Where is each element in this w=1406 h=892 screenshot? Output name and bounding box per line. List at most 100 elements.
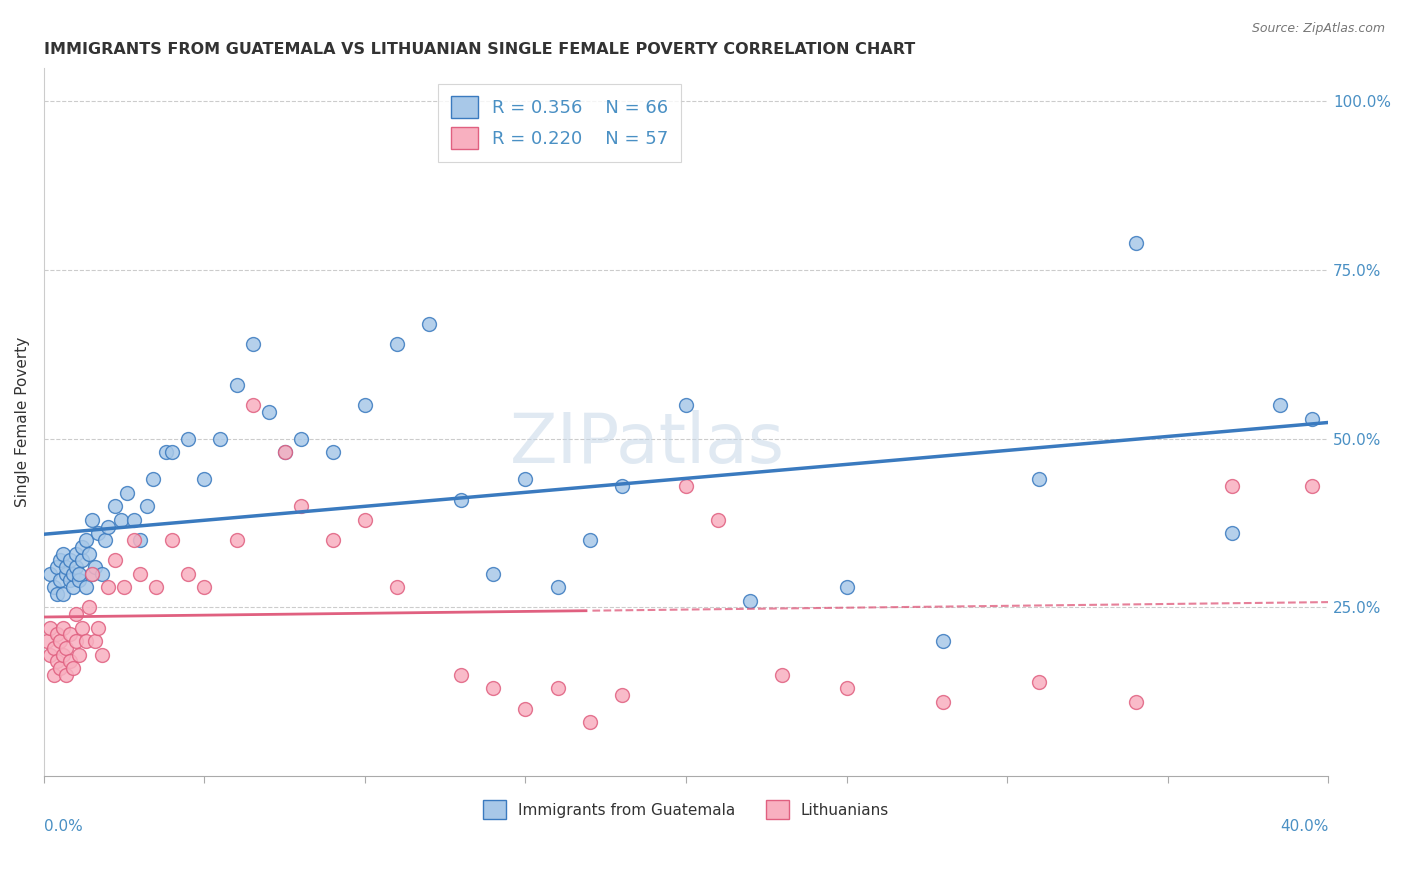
Point [45,655,67,669]
Point [65,634,87,648]
Point [62,661,84,675]
Point [482,566,505,581]
Point [835,580,858,594]
Point [1028,674,1050,689]
Point [273,445,295,459]
Point [122,513,145,527]
Point [49,574,72,588]
Y-axis label: Single Female Poverty: Single Female Poverty [15,337,30,507]
Point [193,472,215,486]
Point [675,479,697,493]
Point [1028,472,1050,486]
Point [177,432,200,446]
Point [45,627,67,641]
Point [80,566,103,581]
Point [45,587,67,601]
Point [129,566,152,581]
Point [1301,479,1323,493]
Point [578,715,600,730]
Point [112,580,135,594]
Point [65,607,87,622]
Point [225,377,247,392]
Point [675,398,697,412]
Point [67,648,90,662]
Point [94,533,117,547]
Point [932,634,955,648]
Point [242,398,264,412]
Point [80,566,103,581]
Text: IMMIGRANTS FROM GUATEMALA VS LITHUANIAN SINGLE FEMALE POVERTY CORRELATION CHART: IMMIGRANTS FROM GUATEMALA VS LITHUANIAN … [44,42,915,57]
Point [515,702,537,716]
Point [290,500,312,514]
Point [103,553,125,567]
Point [58,553,80,567]
Point [385,580,408,594]
Point [740,593,762,607]
Point [77,600,100,615]
Point [482,681,505,696]
Point [450,492,472,507]
Point [58,655,80,669]
Point [135,500,157,514]
Point [84,560,107,574]
Point [87,526,110,541]
Point [932,695,955,709]
Point [578,533,600,547]
Point [52,587,75,601]
Point [1220,526,1243,541]
Point [354,398,377,412]
Point [45,560,67,574]
Point [39,566,62,581]
Point [129,533,152,547]
Point [547,681,569,696]
Point [58,574,80,588]
Point [55,640,77,655]
Point [162,533,184,547]
Point [39,621,62,635]
Point [62,580,84,594]
Point [52,547,75,561]
Point [142,472,165,486]
Text: 40.0%: 40.0% [1279,819,1329,834]
Text: 0.0%: 0.0% [44,819,83,834]
Point [72,553,94,567]
Point [242,337,264,351]
Point [49,553,72,567]
Point [610,479,633,493]
Point [97,580,120,594]
Point [75,580,97,594]
Point [72,621,94,635]
Point [1220,479,1243,493]
Point [610,688,633,702]
Point [225,533,247,547]
Point [42,640,65,655]
Legend: Immigrants from Guatemala, Lithuanians: Immigrants from Guatemala, Lithuanians [477,795,896,825]
Point [65,547,87,561]
Point [67,574,90,588]
Point [155,445,177,459]
Point [257,405,280,419]
Point [49,661,72,675]
Point [193,580,215,594]
Point [80,513,103,527]
Point [117,485,139,500]
Point [273,445,295,459]
Point [84,634,107,648]
Point [39,648,62,662]
Point [103,500,125,514]
Point [145,580,167,594]
Point [55,560,77,574]
Point [385,337,408,351]
Point [90,566,112,581]
Point [1268,398,1291,412]
Point [835,681,858,696]
Point [1125,236,1147,251]
Point [1301,411,1323,425]
Point [55,668,77,682]
Point [65,560,87,574]
Point [322,445,344,459]
Point [90,648,112,662]
Point [97,519,120,533]
Point [770,668,793,682]
Point [77,547,100,561]
